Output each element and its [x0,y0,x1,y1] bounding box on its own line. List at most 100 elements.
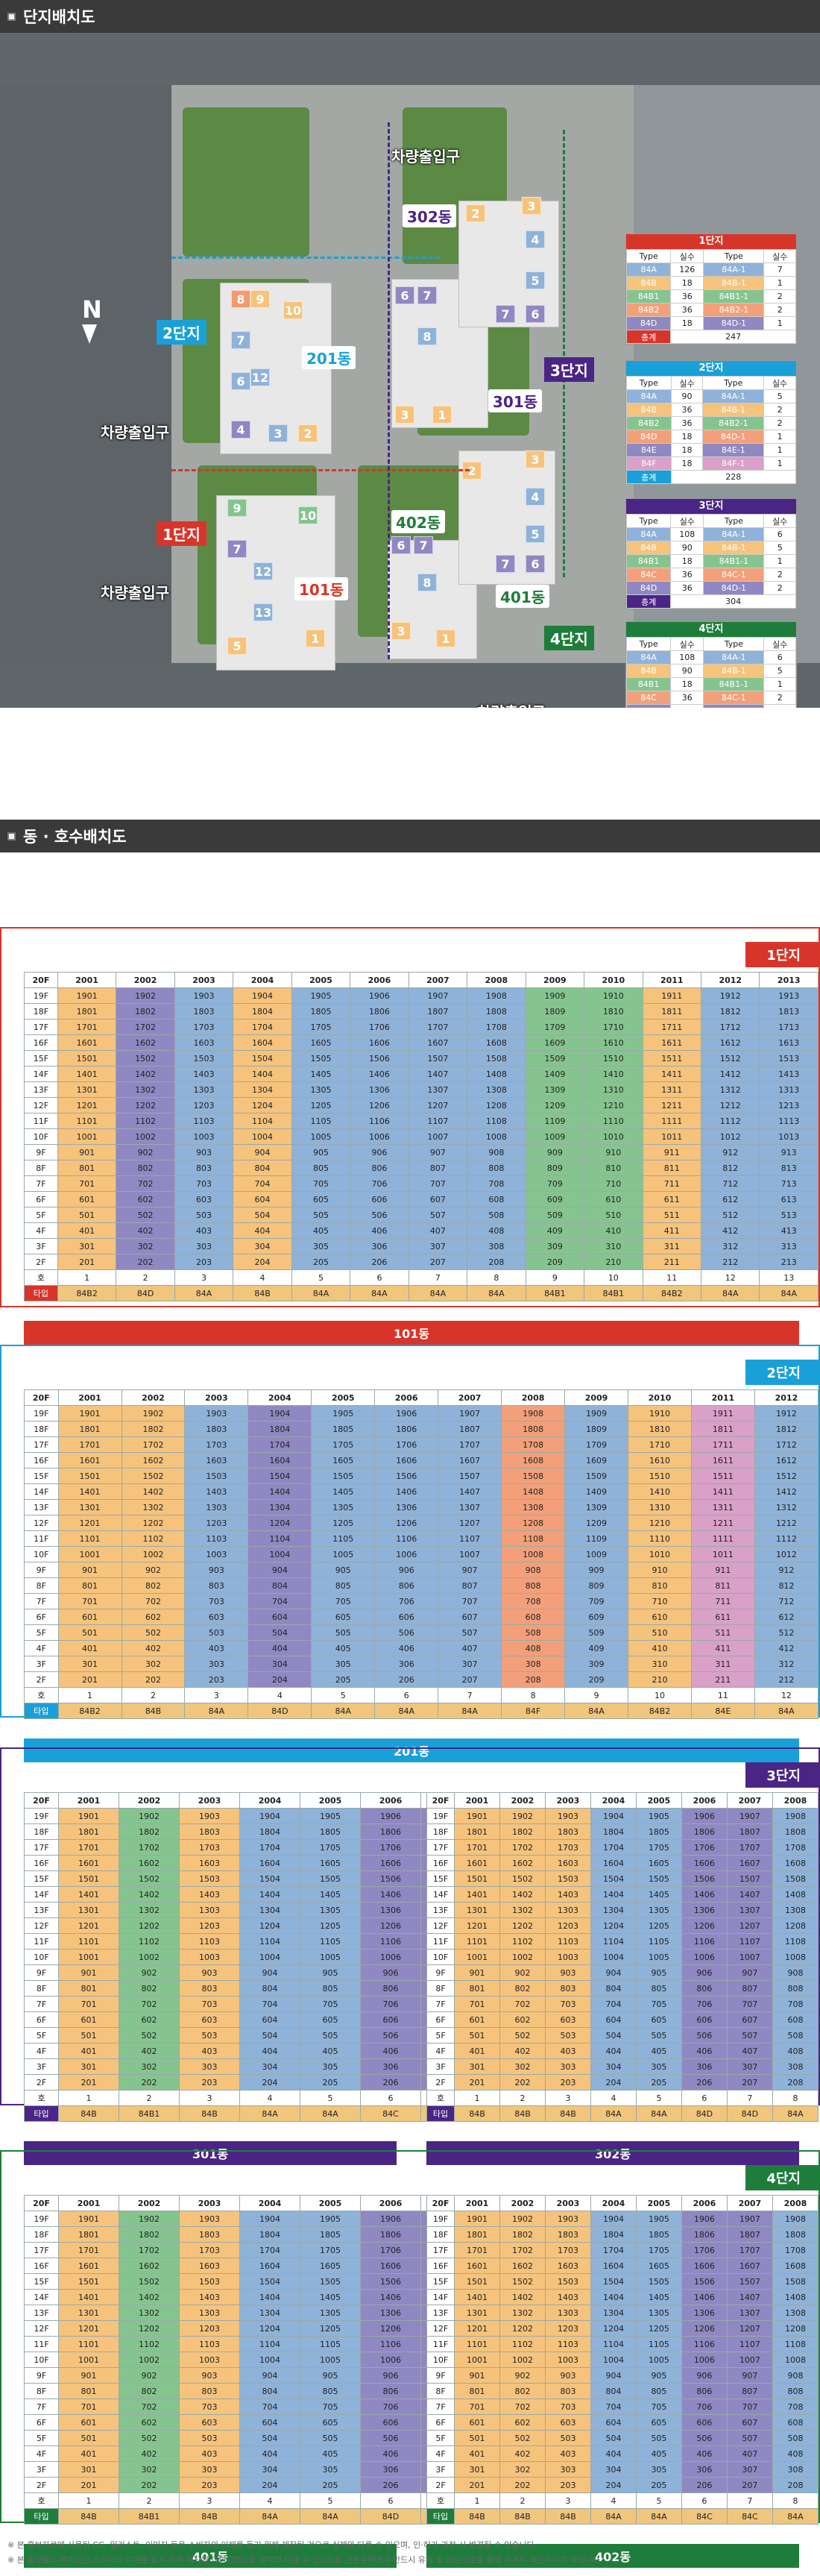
unit-cell: 1504 [239,1870,300,1887]
unit-cell: 1004 [247,1546,312,1562]
unit-cell: 504 [239,2430,300,2446]
unit-cell: 1101 [57,1530,122,1547]
unit-cell: 205 [291,1254,351,1270]
dong-bar: 401동 [24,2544,397,2568]
unit-cell: 1603 [179,2258,240,2274]
ho-cell: 6 [681,2090,728,2106]
dong-label-401: 401동 [496,585,550,608]
unit-cell: 905 [635,1964,682,1981]
floor-label: 2F [426,2477,455,2493]
unit-cell: 506 [681,2027,728,2043]
unit-cell: 1206 [350,1097,409,1113]
unit-cell: 508 [501,1624,566,1641]
unit-cell: 1701 [58,1839,119,1856]
unit-cell: 412 [754,1640,819,1656]
header-square-icon [7,12,16,21]
unit-cell: 511 [690,1624,755,1641]
unit-cell: 1406 [681,1886,728,1903]
unit-cell: 1006 [374,1546,439,1562]
unit-cell: 1704 [233,1019,292,1035]
unit-cell: 1312 [754,1499,819,1515]
unit-cell: 204 [233,1254,292,1270]
legend-cell: 84D-1 [703,316,765,330]
ho-cell: 1 [58,2492,119,2509]
unit-cell: 1604 [590,1855,637,1871]
type-cell: 84A [772,2508,819,2525]
unit-cell: 901 [454,2367,500,2384]
unit-cell: 1805 [291,1003,351,1020]
unit-cell: 1005 [635,2352,682,2368]
unit-cell: 805 [300,1980,361,1997]
unit-cell: 1508 [467,1050,526,1066]
unit-cell: 1304 [590,2305,637,2321]
unit-cell: 1509 [564,1468,628,1484]
ho-cell: 1 [57,1687,122,1703]
floor-label: 5F [426,2027,455,2043]
legend-cell: 84D [626,430,672,444]
unit-cell: 705 [291,1175,351,1192]
unit-cell: 310 [584,1238,643,1254]
unit-cell: 1205 [300,2320,361,2337]
ho-label: 호 [426,2090,455,2106]
unit-cell: 802 [119,1980,180,1997]
floor-label: 20F [24,1792,59,1809]
unit-cell: 1105 [300,2336,361,2352]
unit-cell: 1306 [681,1902,728,1918]
unit-cell: 505 [311,1624,376,1641]
unit-cell: 1510 [584,1050,643,1066]
floor-label: 12F [24,1097,58,1113]
unit-cell: 1403 [179,1886,240,1903]
unit-cell: 1605 [635,1855,682,1871]
floor-label: 13F [426,1902,455,1918]
unit-cell: 301 [454,2461,500,2478]
unit-cell: 801 [454,1980,500,1997]
unit-cell: 1602 [116,1034,175,1051]
floor-label: 5F [24,2027,59,2043]
unit-cell: 912 [701,1144,760,1160]
unit-cell: 804 [239,2383,300,2399]
unit-cell: 607 [438,1609,502,1625]
unit-cell: 1001 [57,1128,117,1145]
unit-cell: 503 [184,1624,249,1641]
unit-cell: 1501 [58,1870,119,1887]
unit-cell: 1012 [754,1546,819,1562]
floor-label: 9F [24,2367,59,2384]
unit-cell: 1502 [116,1050,175,1066]
unit-cell: 610 [584,1191,643,1207]
unit-cell: 1705 [635,2242,682,2258]
unit-cell: 2004 [239,2195,300,2211]
unit-cell: 804 [590,1980,637,1997]
unit-cell: 1302 [119,1902,180,1918]
floor-label: 3F [426,2461,455,2478]
unit-cell: 1303 [174,1081,234,1098]
unit-cell: 906 [360,2367,421,2384]
unit-cell: 1713 [759,1019,819,1035]
unit-cell: 1712 [754,1436,819,1453]
unit-cell: 905 [635,2367,682,2384]
floor-label: 15F [24,2273,59,2290]
unit-cell: 1103 [179,1933,240,1950]
unit-cell: 505 [635,2027,682,2043]
unit-cell: 1801 [454,2226,500,2243]
unit-cell: 2006 [360,2195,421,2211]
unit-cell: 1002 [116,1128,175,1145]
unit-cell: 408 [501,1640,566,1656]
unit-cell: 801 [58,2383,119,2399]
unit-cell: 808 [772,2383,819,2399]
unit-cell: 606 [374,1609,439,1625]
unit-cell: 1803 [174,1003,234,1020]
unit-cell: 2013 [759,972,819,988]
ho-cell: 4 [239,2492,300,2509]
unit-cell: 805 [311,1577,376,1594]
unit-cell: 1605 [291,1034,351,1051]
floor-label: 10F [24,2352,59,2368]
unit-cell: 708 [501,1593,566,1609]
unit-cell: 1612 [754,1452,819,1468]
unit-cell: 209 [564,1671,628,1688]
type-cell: 84B [58,2105,119,2122]
floor-label: 20F [24,1389,59,1406]
unit-cell: 1507 [438,1468,502,1484]
unit-cell: 1406 [681,2289,728,2305]
unit-cell: 1209 [564,1515,628,1531]
unit-cell: 1504 [590,2273,637,2290]
